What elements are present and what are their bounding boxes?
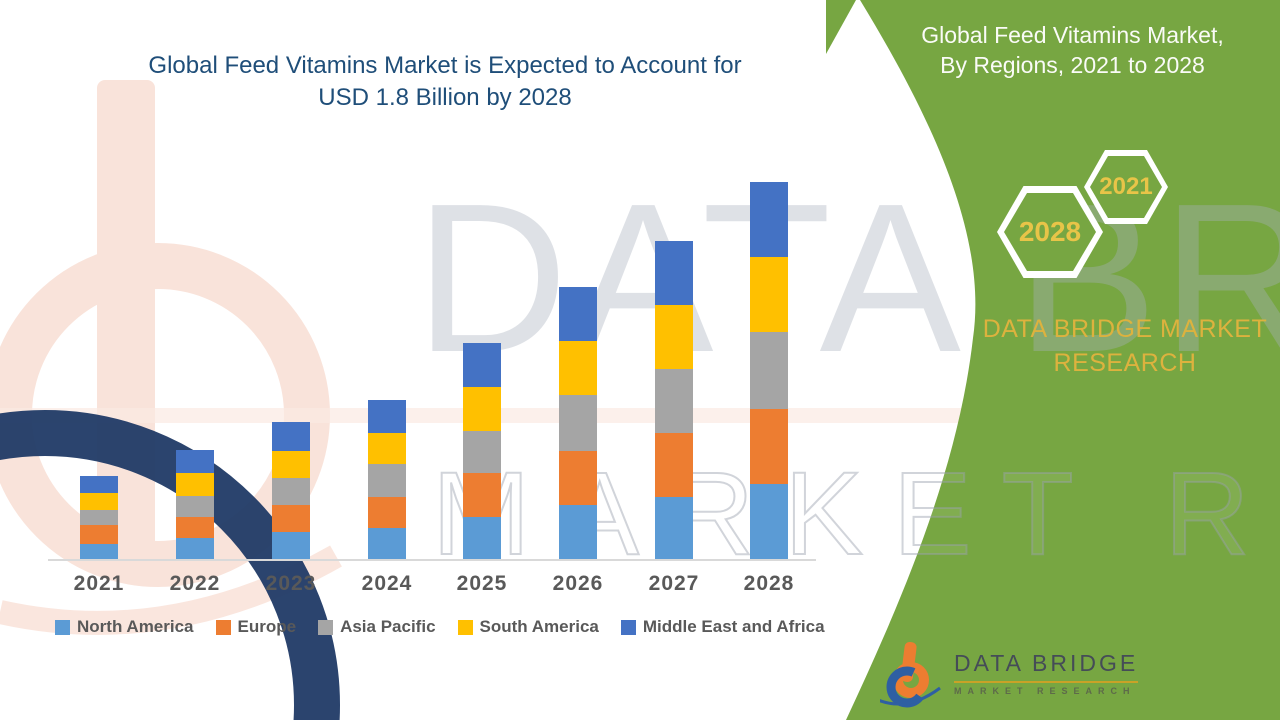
bar-segment-asia-pacific — [176, 496, 214, 517]
bar-segment-middle-east-and-africa — [750, 182, 788, 257]
x-axis-label-2022: 2022 — [169, 572, 221, 595]
bar-segment-middle-east-and-africa — [272, 422, 310, 451]
navy-ring-watermark-icon — [0, 410, 340, 720]
x-axis-label-2026: 2026 — [552, 572, 604, 595]
bar-segment-south-america — [368, 433, 406, 464]
legend-swatch-middle-east-and-africa — [620, 619, 636, 635]
bar-segment-south-america — [80, 493, 118, 510]
footer-logo: DATA BRIDGE MARKET RESEARCH — [880, 640, 1139, 712]
footer-text: DATA BRIDGE MARKET RESEARCH — [954, 640, 1139, 696]
sidebar-brand-text: DATA BRIDGE MARKET RESEARCH — [955, 312, 1280, 380]
legend-swatch-asia-pacific — [318, 619, 334, 635]
bar-segment-asia-pacific — [750, 332, 788, 409]
legend-label-asia-pacific: Asia Pacific — [340, 617, 436, 636]
bar-segment-north-america — [750, 484, 788, 559]
bar-segment-north-america — [655, 497, 693, 559]
sidebar-brand-line2: RESEARCH — [1053, 349, 1197, 377]
bar-segment-europe — [80, 525, 118, 544]
bar-segment-middle-east-and-africa — [80, 476, 118, 493]
green-panel-shape — [846, 0, 1280, 720]
bar-segment-asia-pacific — [80, 510, 118, 525]
bar-segment-asia-pacific — [655, 369, 693, 433]
bar-segment-asia-pacific — [272, 478, 310, 505]
legend-label-south-america: South America — [479, 617, 599, 636]
bar-segment-middle-east-and-africa — [176, 450, 214, 473]
bar-segment-north-america — [463, 517, 501, 559]
bar-segment-europe — [655, 433, 693, 497]
bar-segment-middle-east-and-africa — [559, 287, 597, 341]
bar-segment-north-america — [368, 528, 406, 559]
x-axis-label-2025: 2025 — [456, 572, 508, 595]
legend-item-middle-east-and-africa: Middle East and Africa — [620, 617, 825, 637]
bar-segment-middle-east-and-africa — [655, 241, 693, 305]
footer-brand-sub: MARKET RESEARCH — [954, 686, 1136, 696]
hexagon-2028: 2028 — [997, 186, 1103, 278]
bar-segment-north-america — [559, 505, 597, 559]
chart-title-line2: USD 1.8 Billion by 2028 — [318, 84, 572, 111]
sidebar-heading: Global Feed Vitamins Market, By Regions,… — [900, 20, 1245, 80]
bar-segment-middle-east-and-africa — [368, 400, 406, 433]
bar-segment-north-america — [272, 532, 310, 559]
legend-item-asia-pacific: Asia Pacific — [318, 617, 436, 637]
bar-segment-europe — [559, 451, 597, 505]
bar-segment-europe — [750, 409, 788, 484]
legend-label-north-america: North America — [77, 617, 194, 636]
bar-segment-asia-pacific — [463, 431, 501, 473]
hexagon-2021-label: 2021 — [1090, 156, 1162, 218]
x-axis-label-2024: 2024 — [361, 572, 413, 595]
sidebar-heading-line1: Global Feed Vitamins Market, — [921, 22, 1224, 48]
bar-segment-middle-east-and-africa — [463, 343, 501, 387]
x-axis-label-2021: 2021 — [73, 572, 125, 595]
bar-segment-europe — [272, 505, 310, 532]
footer-brand-name: DATA BRIDGE — [954, 650, 1139, 683]
x-axis-label-2028: 2028 — [743, 572, 795, 595]
bar-segment-north-america — [80, 544, 118, 559]
green-wedge-shape — [826, 0, 856, 54]
bar-segment-south-america — [463, 387, 501, 431]
hexagon-2021: 2021 — [1084, 150, 1168, 224]
bar-segment-south-america — [655, 305, 693, 369]
bar-segment-south-america — [272, 451, 310, 478]
legend-label-europe: Europe — [237, 617, 297, 636]
legend-swatch-europe — [215, 619, 231, 635]
bar-segment-south-america — [750, 257, 788, 332]
x-axis-label-2023: 2023 — [265, 572, 317, 595]
data-bridge-logo-icon — [880, 641, 941, 708]
x-axis-line — [48, 559, 816, 561]
legend-item-south-america: South America — [457, 617, 599, 637]
sidebar-heading-line2: By Regions, 2021 to 2028 — [940, 52, 1205, 78]
legend-swatch-south-america — [457, 619, 473, 635]
chart-legend: North America Europe Asia Pacific South Ame… — [55, 617, 845, 637]
bar-segment-south-america — [176, 473, 214, 496]
bar-segment-asia-pacific — [368, 464, 406, 497]
sidebar-brand-line1: DATA BRIDGE MARKET — [982, 315, 1268, 343]
bar-segment-north-america — [176, 538, 214, 559]
hexagon-2028-label: 2028 — [1004, 193, 1096, 271]
legend-label-middle-east-and-africa: Middle East and Africa — [642, 617, 825, 636]
legend-item-north-america: North America — [55, 617, 194, 637]
bar-segment-europe — [368, 497, 406, 528]
chart-title: Global Feed Vitamins Market is Expected … — [85, 50, 805, 114]
bar-segment-south-america — [559, 341, 597, 395]
x-axis-label-2027: 2027 — [648, 572, 700, 595]
chart-title-line1: Global Feed Vitamins Market is Expected … — [148, 52, 742, 79]
legend-item-europe: Europe — [215, 617, 297, 637]
bar-segment-europe — [176, 517, 214, 538]
bar-segment-asia-pacific — [559, 395, 597, 451]
legend-swatch-north-america — [55, 619, 70, 635]
bar-segment-europe — [463, 473, 501, 517]
